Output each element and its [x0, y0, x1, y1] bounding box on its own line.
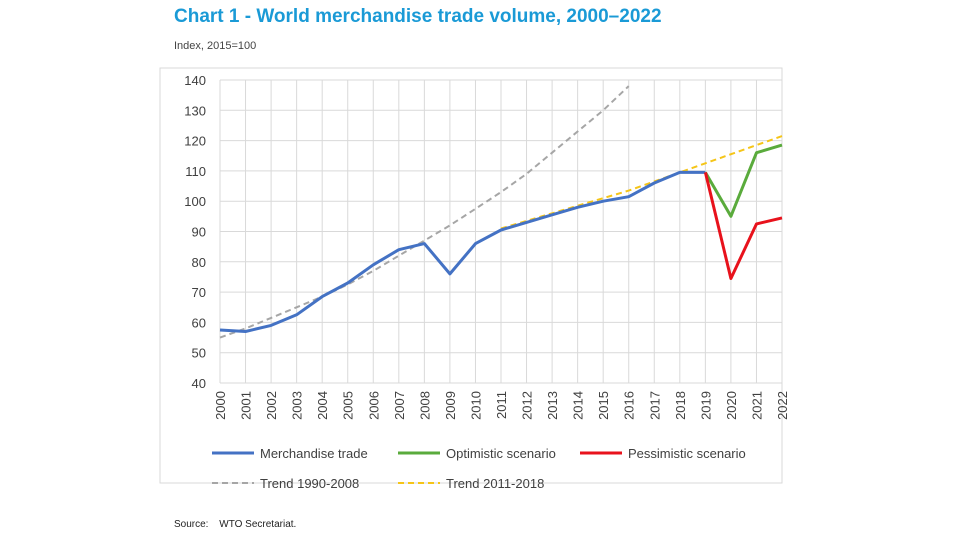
series-line-optimistic-scenario [704, 143, 783, 218]
x-tick-label-2018: 2018 [673, 391, 688, 420]
series-line-trend-2011-2018 [500, 135, 783, 230]
y-tick-label-90: 90 [192, 225, 206, 240]
y-tick-label-80: 80 [192, 255, 206, 270]
y-tick-label-120: 120 [184, 134, 206, 149]
x-tick-label-2003: 2003 [290, 391, 305, 420]
chart-subtitle: Index, 2015=100 [174, 40, 257, 52]
source-text: WTO Secretariat. [219, 519, 297, 530]
series-line-pessimistic-scenario [703, 172, 783, 280]
y-tick-label-130: 130 [184, 103, 206, 118]
x-tick-label-2022: 2022 [775, 391, 790, 420]
x-tick-label-2020: 2020 [724, 391, 739, 420]
legend-label-merchandise-trade: Merchandise trade [260, 446, 368, 461]
x-tick-label-2010: 2010 [468, 391, 483, 420]
axes: 40 50 60 70 80 90 100 110 120 130 140 2000 2001 2002 2… [184, 73, 790, 420]
legend-label-trend-1990-2008: Trend 1990-2008 [260, 476, 359, 491]
series-line-trend-1990-2008 [219, 85, 630, 339]
x-tick-label-2017: 2017 [647, 391, 662, 420]
y-tick-label-100: 100 [184, 194, 206, 209]
series-line-merchandise-trade [219, 170, 706, 333]
chart-title: Chart 1 - World merchandise trade volume… [174, 6, 662, 27]
x-tick-label-2014: 2014 [571, 391, 586, 420]
y-tick-label-50: 50 [192, 346, 206, 361]
y-tick-label-60: 60 [192, 315, 206, 330]
x-tick-label-2009: 2009 [443, 391, 458, 420]
y-tick-label-40: 40 [192, 376, 206, 391]
x-tick-label-2021: 2021 [749, 391, 764, 420]
series-lines [219, 85, 783, 339]
y-tick-label-70: 70 [192, 285, 206, 300]
x-tick-label-2000: 2000 [213, 391, 228, 420]
source-note: Source: WTO Secretariat. [174, 519, 296, 530]
x-tick-label-2012: 2012 [520, 391, 535, 420]
legend: Merchandise trade Optimistic scenario Pess… [212, 446, 746, 491]
x-tick-label-2005: 2005 [341, 391, 356, 420]
legend-label-pessimistic-scenario: Pessimistic scenario [628, 446, 746, 461]
y-tick-label-110: 110 [185, 164, 206, 179]
x-tick-label-2002: 2002 [264, 391, 279, 420]
legend-label-optimistic-scenario: Optimistic scenario [446, 446, 556, 461]
source-label: Source: [174, 519, 209, 530]
x-tick-label-2007: 2007 [392, 391, 407, 420]
x-tick-label-2004: 2004 [315, 391, 330, 420]
x-tick-label-2001: 2001 [239, 391, 254, 420]
x-tick-label-2019: 2019 [698, 391, 713, 420]
x-tick-label-2015: 2015 [596, 391, 611, 420]
x-tick-label-2006: 2006 [366, 391, 381, 420]
x-tick-label-2013: 2013 [545, 391, 560, 420]
x-tick-label-2008: 2008 [417, 391, 432, 420]
x-tick-label-2016: 2016 [622, 391, 637, 420]
x-tick-label-2011: 2011 [494, 391, 509, 419]
y-tick-label-140: 140 [184, 73, 206, 88]
legend-label-trend-2011-2018: Trend 2011-2018 [446, 476, 544, 491]
